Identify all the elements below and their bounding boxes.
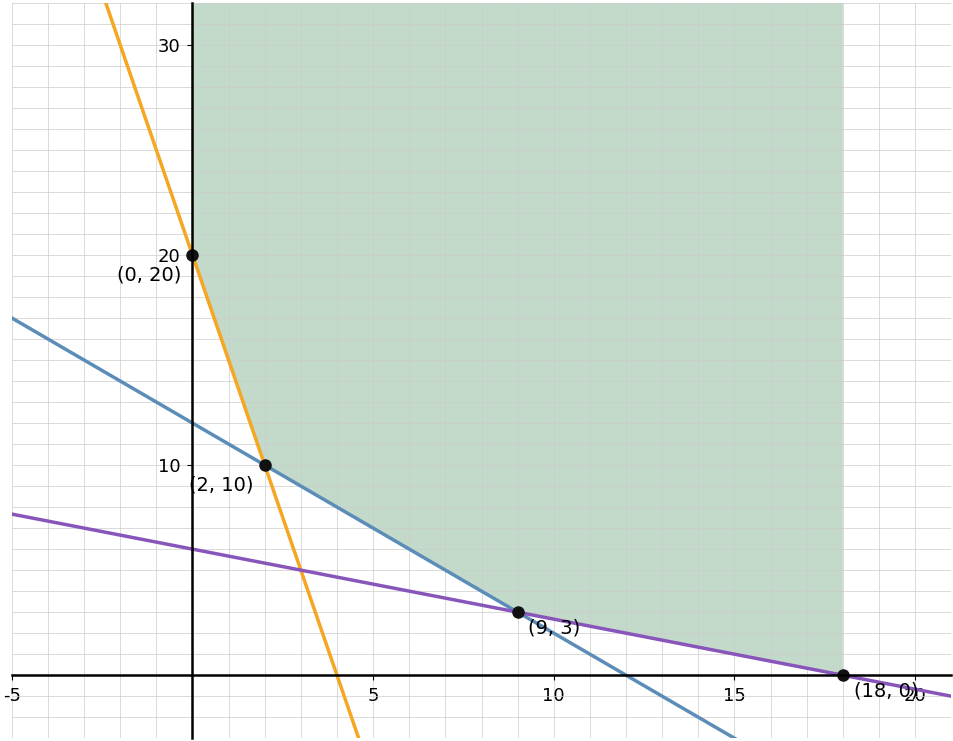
Text: (0, 20): (0, 20) xyxy=(117,265,181,285)
Text: (2, 10): (2, 10) xyxy=(189,476,253,494)
Text: (9, 3): (9, 3) xyxy=(528,619,580,637)
Text: (18, 0): (18, 0) xyxy=(853,682,917,700)
Polygon shape xyxy=(193,3,841,675)
